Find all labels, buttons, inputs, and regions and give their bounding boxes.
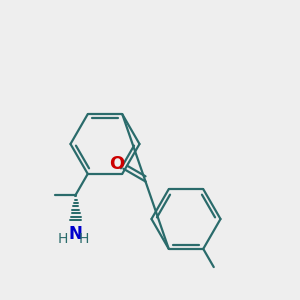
Text: H: H [79, 232, 89, 246]
Text: O: O [109, 155, 124, 173]
Text: N: N [69, 225, 83, 243]
Text: H: H [58, 232, 68, 246]
